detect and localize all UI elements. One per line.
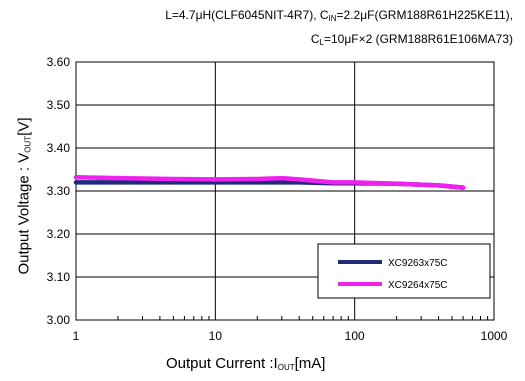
cl-part: μF×2 (GRM188R61E106MA73) bbox=[344, 32, 513, 46]
data-series bbox=[73, 174, 466, 190]
cl-subscript: L bbox=[319, 38, 324, 47]
legend: XC9263x75C XC9264x75C bbox=[317, 243, 491, 299]
y-tick-label: 3.10 bbox=[47, 270, 71, 284]
y-tick-label: 3.20 bbox=[47, 227, 71, 241]
y-tick-label: 3.60 bbox=[47, 55, 71, 69]
y-tick-labels: 3.00 3.10 3.20 3.30 3.40 3.50 3.60 bbox=[47, 55, 71, 327]
cl-symbol: C bbox=[310, 32, 320, 46]
legend-label-1: XC9263x75C bbox=[388, 258, 447, 269]
cin-subscript: IN bbox=[328, 14, 337, 23]
cin-part: μF(GRM188R61H225KE11), bbox=[360, 8, 513, 22]
y-axis-label: Output Voltage : VOUT[V] bbox=[16, 118, 33, 275]
series-line-2 bbox=[73, 174, 466, 190]
x-tick-label: 10 bbox=[209, 329, 223, 343]
inductor-part: μH(CLF6045NIT-4R7), C bbox=[195, 8, 329, 22]
test-conditions-line-1: L=4.7μH(CLF6045NIT-4R7), CIN=2.2μF(GRM18… bbox=[165, 8, 513, 26]
legend-label-2: XC9264x75C bbox=[388, 280, 447, 291]
cin-value: =2.2 bbox=[336, 8, 361, 22]
x-tick-label: 1000 bbox=[481, 329, 508, 343]
y-tick-label: 3.30 bbox=[47, 184, 71, 198]
y-axis-label-unit: [V] bbox=[15, 117, 33, 136]
y-tick-label: 3.00 bbox=[47, 313, 71, 327]
y-tick-label: 3.40 bbox=[47, 141, 71, 155]
y-axis-label-text: Output Voltage : V bbox=[15, 152, 33, 275]
x-axis-label-subscript: OUT bbox=[277, 363, 295, 372]
grid-lines bbox=[75, 61, 495, 321]
legend-box bbox=[317, 243, 491, 299]
x-axis-label-unit: [mA] bbox=[294, 355, 326, 372]
test-conditions-line-2: CL=10μF×2 (GRM188R61E106MA73) bbox=[311, 32, 513, 50]
cl-value: =10 bbox=[323, 32, 345, 46]
y-tick-label: 3.50 bbox=[47, 98, 71, 112]
x-tick-label: 1 bbox=[73, 329, 80, 343]
x-axis-label-text: Output Current :I bbox=[166, 355, 278, 372]
x-tick-label: 100 bbox=[345, 329, 365, 343]
inductor-value: L=4.7 bbox=[165, 8, 196, 22]
x-tick-labels: 1 10 100 1000 bbox=[73, 329, 508, 343]
y-axis-label-subscript: OUT bbox=[23, 135, 33, 153]
x-axis-label: Output Current :IOUT[mA] bbox=[166, 355, 325, 372]
